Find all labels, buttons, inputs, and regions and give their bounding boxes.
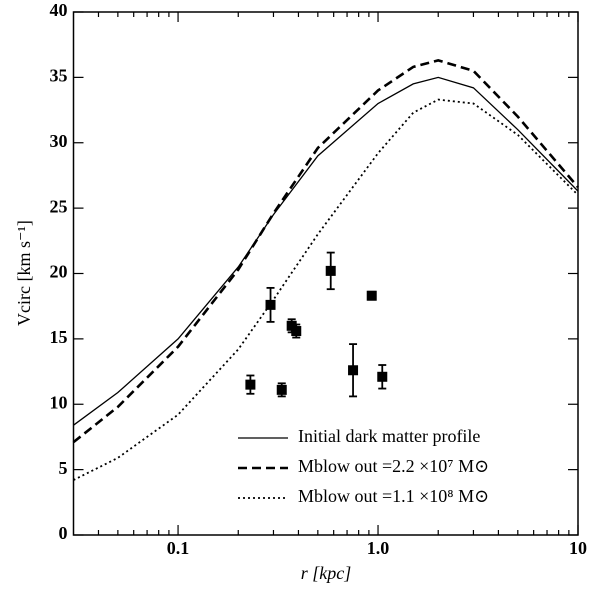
legend-label: Mblow out =2.2 ×10⁷ M⊙ bbox=[298, 456, 489, 476]
y-tick-label: 30 bbox=[50, 131, 68, 151]
line-series bbox=[73, 98, 579, 481]
y-tick-label: 20 bbox=[50, 262, 68, 282]
line-series bbox=[72, 59, 579, 444]
y-tick-label: 35 bbox=[50, 66, 68, 86]
line-series bbox=[73, 76, 579, 426]
data-point bbox=[276, 384, 287, 395]
data-point bbox=[291, 326, 302, 337]
data-point bbox=[265, 299, 276, 310]
x-axis-label: r [kpc] bbox=[301, 563, 352, 583]
y-tick-label: 0 bbox=[59, 523, 68, 543]
x-tick-label: 10 bbox=[569, 538, 587, 558]
y-tick-label: 40 bbox=[50, 0, 68, 20]
legend-label: Initial dark matter profile bbox=[298, 426, 480, 446]
y-tick-label: 5 bbox=[59, 458, 68, 478]
legend-label: Mblow out =1.1 ×10⁸ M⊙ bbox=[298, 486, 489, 506]
data-point bbox=[366, 290, 377, 301]
x-tick-label: 1.0 bbox=[367, 538, 390, 558]
data-point bbox=[245, 379, 256, 390]
data-point bbox=[348, 365, 359, 376]
x-tick-label: 0.1 bbox=[167, 538, 190, 558]
y-tick-label: 25 bbox=[50, 196, 68, 216]
data-point bbox=[377, 371, 388, 382]
y-axis-label: Vcirc [km s⁻¹] bbox=[14, 220, 34, 326]
data-point bbox=[325, 265, 336, 276]
data-point bbox=[286, 320, 297, 331]
y-tick-label: 15 bbox=[50, 327, 68, 347]
y-tick-label: 10 bbox=[50, 392, 68, 412]
